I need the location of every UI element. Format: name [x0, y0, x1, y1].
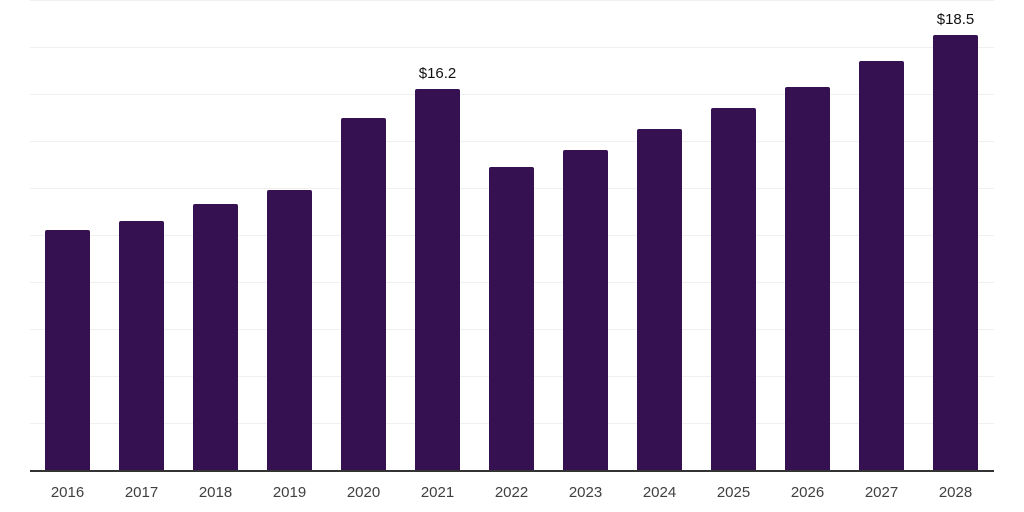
bar-2023 — [563, 150, 608, 470]
bar-2019 — [267, 190, 312, 470]
bar-2028 — [933, 35, 978, 470]
plot-area: $16.2 $18.5 — [30, 0, 994, 472]
bar-2024 — [637, 129, 682, 470]
gridline — [30, 47, 994, 48]
x-tick-2019: 2019 — [272, 484, 307, 501]
x-tick-2018: 2018 — [198, 484, 233, 501]
bar-2018 — [193, 204, 238, 470]
bar-2017 — [119, 220, 164, 470]
x-tick-2017: 2017 — [124, 484, 159, 501]
x-tick-2028: 2028 — [938, 484, 973, 501]
gridline — [30, 0, 994, 1]
gridline — [30, 141, 994, 142]
x-tick-2021: 2021 — [420, 484, 455, 501]
bar-2016 — [45, 230, 90, 470]
gridline — [30, 94, 994, 95]
bar-2020 — [341, 117, 386, 470]
x-tick-2022: 2022 — [494, 484, 529, 501]
x-tick-2025: 2025 — [716, 484, 751, 501]
bar-2022 — [489, 166, 534, 470]
x-tick-2026: 2026 — [790, 484, 825, 501]
bar-value-label-2028: $18.5 — [936, 11, 975, 29]
bar-2027 — [859, 61, 904, 470]
x-tick-2016: 2016 — [50, 484, 85, 501]
bar-2026 — [785, 86, 830, 470]
x-tick-2023: 2023 — [568, 484, 603, 501]
x-tick-2020: 2020 — [346, 484, 381, 501]
bar-2025 — [711, 108, 756, 470]
x-tick-2027: 2027 — [864, 484, 899, 501]
x-tick-2024: 2024 — [642, 484, 677, 501]
bar-2021 — [415, 89, 460, 470]
bar-value-label-2021: $16.2 — [418, 65, 457, 83]
